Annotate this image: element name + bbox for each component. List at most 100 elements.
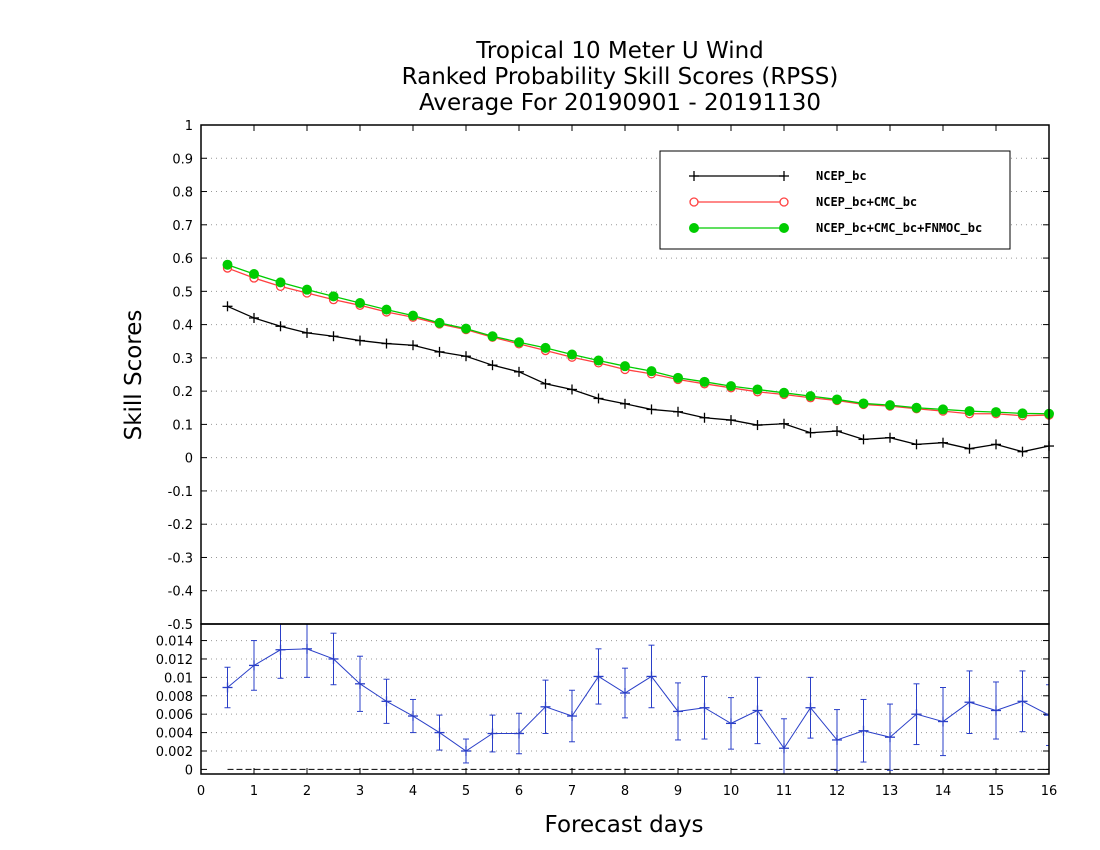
main-y-tick-label: -0.2 xyxy=(168,518,193,533)
filled-circle-marker xyxy=(911,402,922,413)
plus-marker xyxy=(222,301,233,312)
x-tick-label: 5 xyxy=(462,784,470,799)
filled-circle-marker xyxy=(487,331,498,342)
plus-marker xyxy=(779,418,789,429)
plus-marker xyxy=(858,434,869,445)
plus-marker xyxy=(911,439,922,450)
series-2 xyxy=(222,263,1054,421)
series-1 xyxy=(222,301,1054,457)
plus-marker xyxy=(779,171,789,181)
filled-circle-marker xyxy=(302,284,312,295)
main-y-tick-label: -0.1 xyxy=(168,485,193,500)
sub-y-tick-label: 0.002 xyxy=(156,745,193,760)
plus-marker xyxy=(461,745,471,756)
plus-marker xyxy=(408,711,418,722)
x-tick-label: 2 xyxy=(303,784,311,799)
main-y-tick-label: -0.4 xyxy=(168,585,193,600)
plus-marker xyxy=(938,716,948,727)
x-tick-label: 11 xyxy=(776,784,793,799)
plus-marker xyxy=(328,653,339,664)
filled-circle-marker xyxy=(328,291,339,302)
x-tick-label: 10 xyxy=(723,784,740,799)
main-series-group xyxy=(222,259,1054,457)
main-y-ticks: -0.5 -0.4 -0.3 -0.2 -0.1 0 0.1 0.2 0.3 0.4 0.5 0.6 0… xyxy=(168,119,1049,633)
series-3 xyxy=(222,259,1054,419)
sub-y-tick-label: 0 xyxy=(185,763,193,778)
filled-circle-marker xyxy=(832,394,842,405)
plus-marker xyxy=(381,338,392,349)
main-y-tick-label: 0.2 xyxy=(172,385,193,400)
sub-y-tick-label: 0.012 xyxy=(156,653,193,668)
x-tick-label: 4 xyxy=(409,784,417,799)
filled-circle-marker xyxy=(885,400,895,411)
legend-item: NCEP_bc+CMC_bc+FNMOC_bc xyxy=(689,221,982,236)
main-y-tick-label: -0.5 xyxy=(168,618,193,633)
title-line-2: Ranked Probability Skill Scores (RPSS) xyxy=(401,64,839,90)
plus-marker xyxy=(938,437,948,448)
plus-marker xyxy=(1044,710,1049,721)
legend-label: NCEP_bc xyxy=(816,169,867,184)
filled-circle-marker xyxy=(381,304,392,315)
x-tick-label: 16 xyxy=(1041,784,1058,799)
sub-y-tick-label: 0.01 xyxy=(164,671,193,686)
x-axis-label: Forecast days xyxy=(545,812,704,838)
filled-circle-marker xyxy=(540,342,551,353)
x-tick-label: 9 xyxy=(674,784,682,799)
main-y-tick-label: 0.1 xyxy=(172,418,193,433)
filled-circle-marker xyxy=(991,407,1001,418)
plus-marker xyxy=(964,697,975,708)
plus-marker xyxy=(355,335,365,346)
filled-circle-marker xyxy=(726,381,736,392)
error-bar xyxy=(1046,684,1049,746)
title-line-1: Tropical 10 Meter U Wind xyxy=(476,38,764,64)
plus-marker xyxy=(302,327,312,338)
main-y-tick-label: 0.4 xyxy=(172,319,193,334)
filled-circle-marker xyxy=(858,398,869,409)
sub-y-ticks: 0 0.002 0.004 0.006 0.008 0.01 0.012 0.014 xyxy=(156,635,1049,778)
main-y-tick-label: 0.6 xyxy=(172,252,193,267)
x-tick-label: 0 xyxy=(197,784,205,799)
filled-circle-marker xyxy=(752,384,763,395)
plus-marker xyxy=(328,331,339,342)
x-ticks: 0 1 2 3 4 5 6 7 8 9 10 11 12 13 14 15 16 xyxy=(197,125,1057,799)
plus-marker xyxy=(514,728,524,739)
plus-marker xyxy=(593,393,604,404)
plus-marker xyxy=(408,340,418,351)
series-line xyxy=(227,648,1049,752)
sub-y-tick-label: 0.004 xyxy=(156,727,193,742)
sub-y-tick-label: 0.006 xyxy=(156,708,193,723)
plus-marker xyxy=(805,702,816,713)
title-line-3: Average For 20190901 - 20191130 xyxy=(418,90,822,116)
plus-marker xyxy=(302,643,312,654)
plus-marker xyxy=(434,727,445,738)
legend-item: NCEP_bc+CMC_bc xyxy=(689,195,917,210)
error-bar-series xyxy=(222,624,1049,774)
plus-marker xyxy=(991,439,1001,450)
open-circle-marker xyxy=(779,197,789,207)
plus-marker xyxy=(646,404,657,415)
plus-marker xyxy=(964,443,975,454)
plus-marker xyxy=(673,706,683,717)
plus-marker xyxy=(540,378,551,389)
main-y-tick-label: 0.9 xyxy=(172,152,193,167)
plus-marker xyxy=(991,705,1001,716)
plus-marker xyxy=(487,360,498,371)
plus-marker xyxy=(275,321,286,332)
plus-marker xyxy=(355,678,365,689)
plus-marker xyxy=(699,702,710,713)
plus-marker xyxy=(275,644,286,655)
legend-label: NCEP_bc+CMC_bc+FNMOC_bc xyxy=(816,221,982,236)
open-circle-marker xyxy=(689,197,699,207)
x-tick-label: 13 xyxy=(882,784,899,799)
plus-marker xyxy=(885,732,895,743)
main-y-tick-label: 0.5 xyxy=(172,285,193,300)
sub-y-tick-label: 0.008 xyxy=(156,690,193,705)
filled-circle-marker xyxy=(1017,408,1028,419)
plus-marker xyxy=(699,412,710,423)
plus-marker xyxy=(567,711,577,722)
filled-circle-marker xyxy=(514,337,524,348)
plus-marker xyxy=(646,671,657,682)
plus-marker xyxy=(1017,446,1028,457)
legend-box xyxy=(659,150,1011,250)
sub-plot-frame xyxy=(200,623,1050,775)
